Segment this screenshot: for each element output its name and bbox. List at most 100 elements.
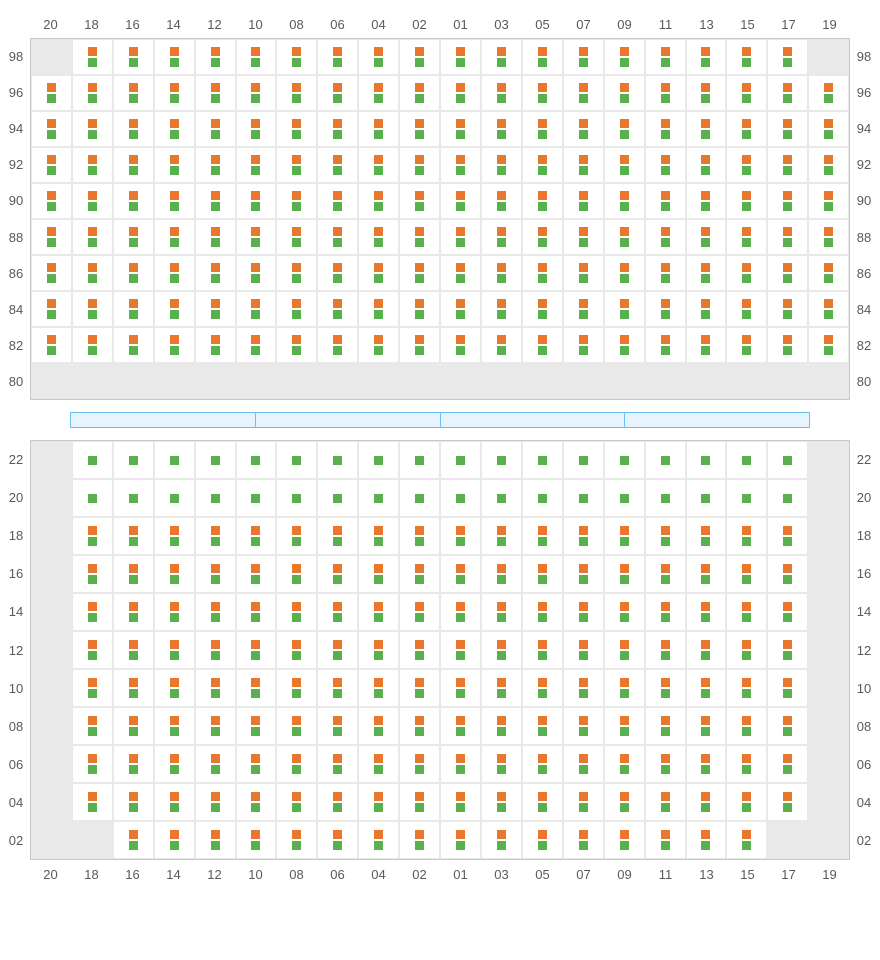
slot-cell[interactable] <box>686 555 727 593</box>
slot-cell[interactable] <box>563 39 604 75</box>
slot-cell[interactable] <box>440 255 481 291</box>
slot-cell[interactable] <box>604 821 645 859</box>
slot-cell[interactable] <box>358 517 399 555</box>
slot-cell[interactable] <box>522 111 563 147</box>
slot-cell[interactable] <box>31 291 72 327</box>
slot-cell[interactable] <box>767 183 808 219</box>
slot-cell[interactable] <box>113 783 154 821</box>
slot-cell[interactable] <box>154 707 195 745</box>
slot-cell[interactable] <box>195 363 236 399</box>
slot-cell[interactable] <box>72 707 113 745</box>
slot-cell[interactable] <box>481 39 522 75</box>
slot-cell[interactable] <box>317 327 358 363</box>
slot-cell[interactable] <box>317 821 358 859</box>
slot-cell[interactable] <box>481 821 522 859</box>
slot-cell[interactable] <box>358 111 399 147</box>
slot-cell[interactable] <box>726 821 767 859</box>
slot-cell[interactable] <box>604 111 645 147</box>
slot-cell[interactable] <box>358 183 399 219</box>
slot-cell[interactable] <box>358 821 399 859</box>
slot-cell[interactable] <box>276 219 317 255</box>
slot-cell[interactable] <box>276 593 317 631</box>
slot-cell[interactable] <box>358 479 399 517</box>
slot-cell[interactable] <box>317 111 358 147</box>
slot-cell[interactable] <box>358 147 399 183</box>
slot-cell[interactable] <box>645 669 686 707</box>
slot-cell[interactable] <box>399 707 440 745</box>
slot-cell[interactable] <box>72 479 113 517</box>
slot-cell[interactable] <box>686 363 727 399</box>
slot-cell[interactable] <box>686 291 727 327</box>
slot-cell[interactable] <box>767 669 808 707</box>
slot-cell[interactable] <box>686 441 727 479</box>
slot-cell[interactable] <box>154 783 195 821</box>
slot-cell[interactable] <box>767 363 808 399</box>
slot-cell[interactable] <box>236 631 277 669</box>
slot-cell[interactable] <box>113 669 154 707</box>
slot-cell[interactable] <box>31 111 72 147</box>
slot-cell[interactable] <box>522 363 563 399</box>
slot-cell[interactable] <box>767 593 808 631</box>
slot-cell[interactable] <box>317 363 358 399</box>
slot-cell[interactable] <box>276 147 317 183</box>
slot-cell[interactable] <box>72 255 113 291</box>
slot-cell[interactable] <box>808 479 849 517</box>
slot-cell[interactable] <box>276 669 317 707</box>
slot-cell[interactable] <box>522 707 563 745</box>
slot-cell[interactable] <box>726 783 767 821</box>
slot-cell[interactable] <box>563 183 604 219</box>
slot-cell[interactable] <box>686 517 727 555</box>
slot-cell[interactable] <box>236 363 277 399</box>
slot-cell[interactable] <box>767 517 808 555</box>
slot-cell[interactable] <box>481 111 522 147</box>
slot-cell[interactable] <box>317 183 358 219</box>
slot-cell[interactable] <box>236 147 277 183</box>
slot-cell[interactable] <box>767 783 808 821</box>
slot-cell[interactable] <box>563 783 604 821</box>
slot-cell[interactable] <box>686 707 727 745</box>
slot-cell[interactable] <box>317 255 358 291</box>
slot-cell[interactable] <box>72 219 113 255</box>
slot-cell[interactable] <box>522 441 563 479</box>
slot-cell[interactable] <box>317 631 358 669</box>
slot-cell[interactable] <box>686 669 727 707</box>
slot-cell[interactable] <box>440 821 481 859</box>
slot-cell[interactable] <box>604 183 645 219</box>
slot-cell[interactable] <box>726 669 767 707</box>
slot-cell[interactable] <box>645 517 686 555</box>
slot-cell[interactable] <box>236 707 277 745</box>
slot-cell[interactable] <box>522 669 563 707</box>
slot-cell[interactable] <box>808 517 849 555</box>
slot-cell[interactable] <box>276 111 317 147</box>
slot-cell[interactable] <box>645 291 686 327</box>
slot-cell[interactable] <box>522 219 563 255</box>
slot-cell[interactable] <box>440 441 481 479</box>
slot-cell[interactable] <box>522 147 563 183</box>
slot-cell[interactable] <box>563 327 604 363</box>
slot-cell[interactable] <box>195 555 236 593</box>
slot-cell[interactable] <box>481 517 522 555</box>
slot-cell[interactable] <box>72 363 113 399</box>
slot-cell[interactable] <box>808 783 849 821</box>
slot-cell[interactable] <box>604 147 645 183</box>
slot-cell[interactable] <box>399 669 440 707</box>
slot-cell[interactable] <box>481 327 522 363</box>
slot-cell[interactable] <box>154 593 195 631</box>
slot-cell[interactable] <box>563 219 604 255</box>
slot-cell[interactable] <box>686 111 727 147</box>
slot-cell[interactable] <box>399 291 440 327</box>
slot-cell[interactable] <box>358 707 399 745</box>
slot-cell[interactable] <box>399 783 440 821</box>
slot-cell[interactable] <box>726 327 767 363</box>
slot-cell[interactable] <box>72 631 113 669</box>
slot-cell[interactable] <box>358 669 399 707</box>
slot-cell[interactable] <box>686 631 727 669</box>
slot-cell[interactable] <box>113 593 154 631</box>
slot-cell[interactable] <box>317 219 358 255</box>
slot-cell[interactable] <box>522 517 563 555</box>
slot-cell[interactable] <box>522 291 563 327</box>
slot-cell[interactable] <box>113 39 154 75</box>
slot-cell[interactable] <box>726 75 767 111</box>
slot-cell[interactable] <box>767 111 808 147</box>
slot-cell[interactable] <box>645 555 686 593</box>
